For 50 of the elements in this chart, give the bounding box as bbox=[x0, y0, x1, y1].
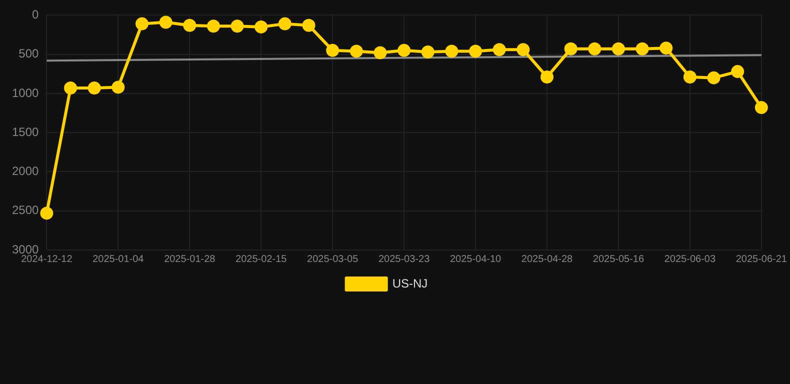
point bbox=[278, 17, 292, 30]
y-tick-label: 500 bbox=[18, 46, 40, 61]
point bbox=[445, 44, 458, 58]
x-tick-label: 2025-03-23 bbox=[378, 254, 430, 265]
legend-label: US-NJ bbox=[392, 276, 428, 290]
y-tick-label: 0 bbox=[32, 8, 40, 22]
point bbox=[636, 42, 649, 56]
x-tick-label: 2025-06-21 bbox=[736, 254, 788, 265]
y-tick-label: 2000 bbox=[12, 164, 40, 178]
point bbox=[660, 42, 673, 55]
point bbox=[754, 101, 768, 114]
point bbox=[492, 43, 506, 56]
point bbox=[302, 18, 316, 32]
point bbox=[398, 44, 411, 57]
point bbox=[707, 71, 720, 84]
point bbox=[254, 20, 268, 34]
point bbox=[64, 81, 78, 94]
point bbox=[469, 44, 482, 58]
point bbox=[421, 45, 434, 58]
point bbox=[159, 16, 172, 29]
x-tick-label: 2025-02-15 bbox=[236, 254, 288, 265]
point bbox=[230, 20, 244, 33]
point bbox=[135, 17, 148, 30]
point bbox=[540, 70, 554, 84]
point bbox=[183, 18, 196, 32]
x-tick-label: 2024-12-12 bbox=[21, 254, 73, 265]
point bbox=[40, 206, 54, 220]
point bbox=[326, 44, 340, 57]
point bbox=[350, 44, 363, 58]
point bbox=[683, 70, 696, 84]
x-tick-label: 2025-01-04 bbox=[92, 254, 144, 265]
point bbox=[374, 46, 387, 60]
point bbox=[88, 81, 101, 94]
y-tick-label: 3000 bbox=[12, 242, 40, 256]
y-tick-label: 2500 bbox=[12, 203, 40, 218]
point bbox=[206, 20, 220, 33]
x-tick-label: 2025-04-10 bbox=[450, 254, 502, 265]
point bbox=[516, 43, 530, 56]
point bbox=[112, 80, 125, 94]
x-tick-label: 2025-05-16 bbox=[592, 254, 644, 265]
point bbox=[731, 65, 744, 78]
x-tick-label: 2025-06-03 bbox=[664, 254, 716, 265]
y-tick-label: 1500 bbox=[12, 124, 40, 139]
x-tick-label: 2025-04-28 bbox=[521, 254, 574, 265]
x-tick-label: 2025-01-28 bbox=[164, 254, 216, 265]
point bbox=[588, 42, 602, 56]
point bbox=[564, 42, 578, 56]
point bbox=[612, 42, 625, 56]
y-tick-label: 1000 bbox=[12, 86, 40, 100]
x-tick-label: 2025-03-05 bbox=[307, 254, 359, 265]
